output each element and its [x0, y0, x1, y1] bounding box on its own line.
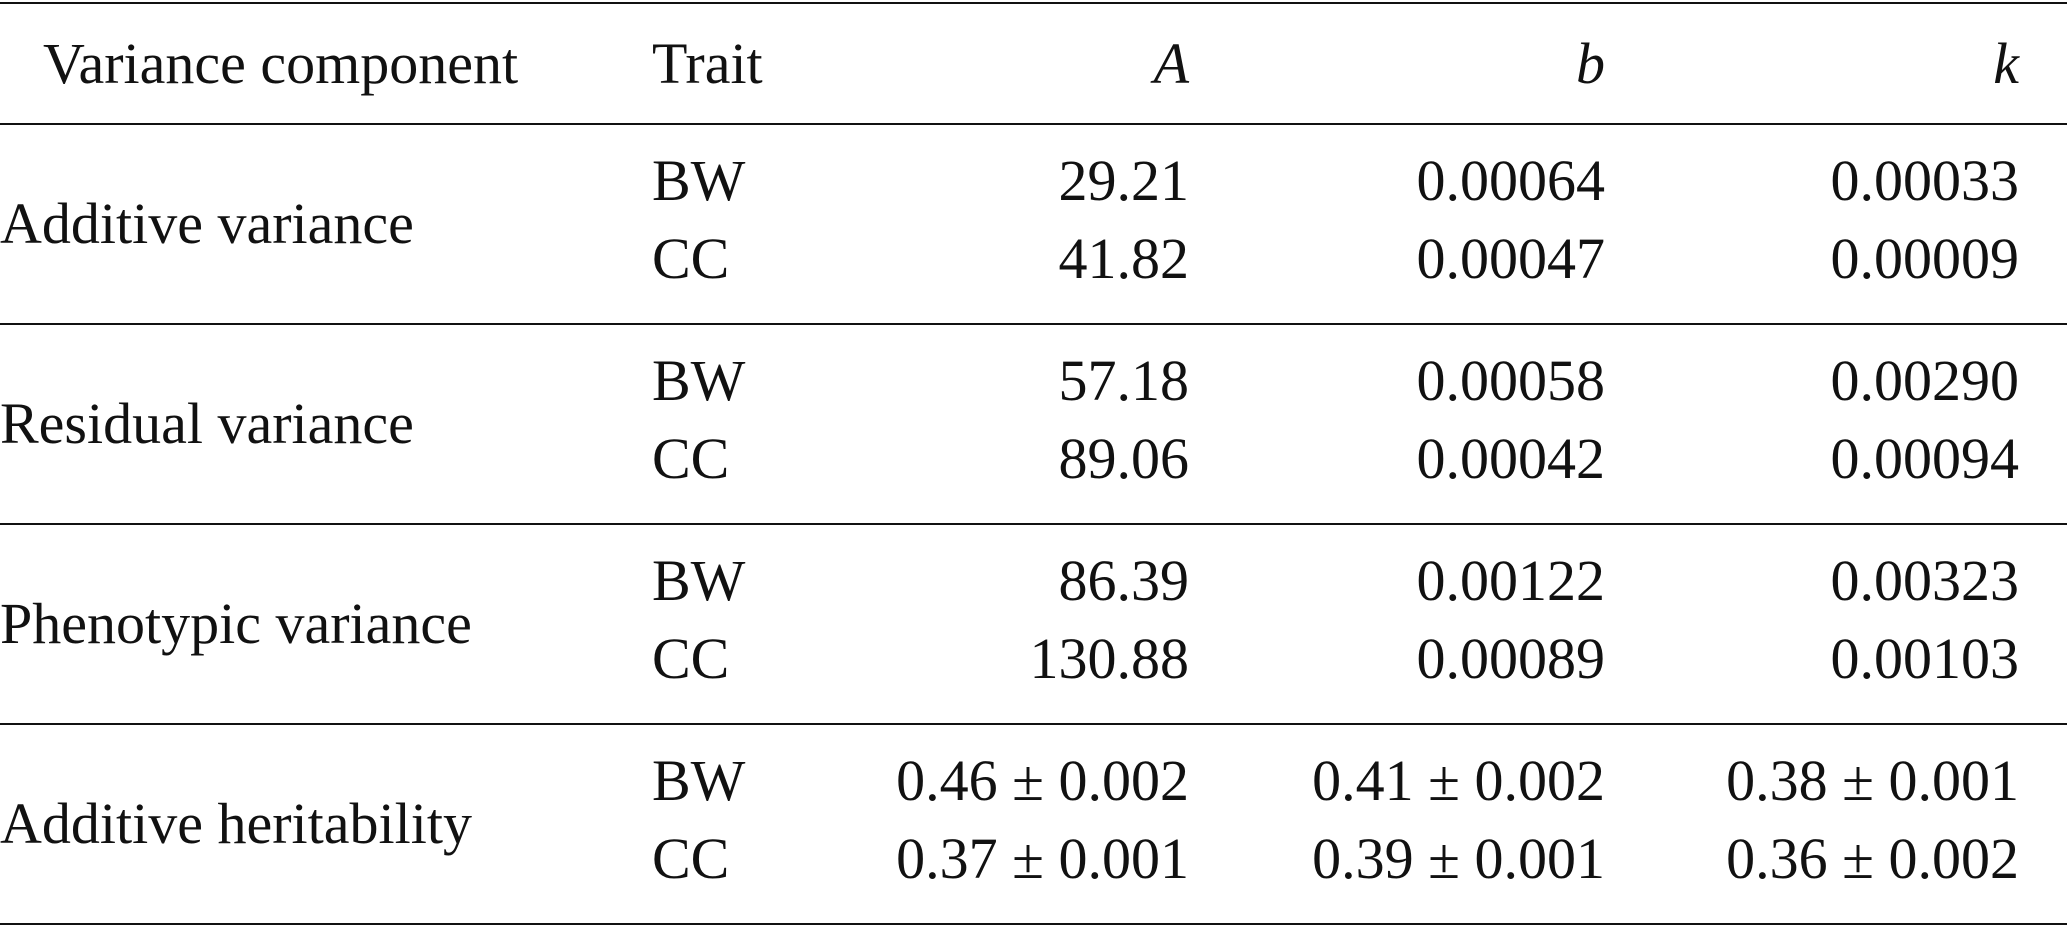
header-cell: Trait [652, 30, 763, 96]
trait-cell: BW [652, 348, 746, 413]
table-row: Additive heritability BW 0.46 ± 0.002 0.41 … [0, 724, 2067, 856]
header-cell: b [1576, 30, 1605, 96]
value-cell: 0.00064 [1416, 148, 1606, 213]
component-cell: Phenotypic variance [0, 591, 472, 656]
trait-cell: CC [652, 226, 730, 291]
table-row: CC 130.88 0.00089 0.00103 [0, 624, 2067, 724]
table-body: Additive variance BW 29.21 0.00064 0.00033 CC… [0, 124, 2067, 924]
value-cell: 57.18 [1058, 348, 1190, 413]
value-cell: 86.39 [1058, 548, 1190, 613]
trait-cell: CC [652, 626, 730, 691]
header-cell: k [1993, 30, 2019, 96]
value-cell: 0.36 ± 0.002 [1726, 826, 2019, 891]
trait-cell: CC [652, 426, 730, 491]
table-row: CC 89.06 0.00042 0.00094 [0, 424, 2067, 524]
value-cell: 0.00323 [1830, 548, 2020, 613]
table-row: CC 0.37 ± 0.001 0.39 ± 0.001 0.36 ± 0.002 [0, 824, 2067, 924]
value-cell: 89.06 [1058, 426, 1190, 491]
value-cell: 0.41 ± 0.002 [1312, 748, 1605, 813]
trait-cell: BW [652, 748, 746, 813]
value-cell: 0.00033 [1830, 148, 2020, 213]
component-cell: Additive heritability [0, 791, 472, 856]
value-cell: 0.46 ± 0.002 [896, 748, 1189, 813]
value-cell: 0.38 ± 0.001 [1726, 748, 2019, 813]
value-cell: 0.00103 [1830, 626, 2020, 691]
header-cell: Variance component [43, 30, 519, 96]
trait-cell: CC [652, 826, 730, 891]
value-cell: 0.00009 [1830, 226, 2020, 291]
value-cell: 0.37 ± 0.001 [896, 826, 1189, 891]
value-cell: 0.39 ± 0.001 [1312, 826, 1605, 891]
value-cell: 0.00047 [1416, 226, 1606, 291]
value-cell: 0.00094 [1830, 426, 2020, 491]
component-cell: Residual variance [0, 391, 414, 456]
table-row: Additive variance BW 29.21 0.00064 0.00033 [0, 124, 2067, 256]
value-cell: 0.00058 [1416, 348, 1606, 413]
trait-cell: BW [652, 548, 746, 613]
value-cell: 0.00089 [1416, 626, 1606, 691]
value-cell: 0.00122 [1416, 548, 1606, 613]
trait-cell: BW [652, 148, 746, 213]
value-cell: 29.21 [1058, 148, 1190, 213]
value-cell: 0.00290 [1830, 348, 2020, 413]
header-cell: A [1153, 30, 1189, 96]
table-row: CC 41.82 0.00047 0.00009 [0, 224, 2067, 324]
value-cell: 130.88 [1029, 626, 1190, 691]
table-row: Phenotypic variance BW 86.39 0.00122 0.00323 [0, 524, 2067, 656]
component-cell: Additive variance [0, 191, 414, 256]
table-row: Residual variance BW 57.18 0.00058 0.00290 [0, 324, 2067, 456]
value-cell: 41.82 [1058, 226, 1190, 291]
value-cell: 0.00042 [1416, 426, 1606, 491]
